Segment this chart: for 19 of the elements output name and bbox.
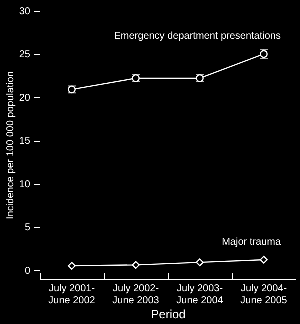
y-tick-label: 10 (19, 179, 31, 190)
x-tick-label: July 2003- June 2004 (176, 284, 224, 306)
series-label: Major trauma (222, 236, 282, 248)
x-tick-label: July 2002- June 2003 (112, 284, 160, 306)
x-tick-label: July 2001- June 2002 (48, 284, 96, 306)
x-tick-label: July 2004- June 2005 (240, 284, 288, 306)
point (260, 256, 268, 264)
point (68, 262, 76, 270)
y-tick-label: 30 (19, 6, 31, 18)
y-axis-title: Incidence per 100 000 population (5, 72, 16, 220)
point (196, 258, 204, 267)
point (132, 261, 140, 270)
x-axis-title: Period (151, 308, 186, 322)
y-tick-label: 20 (19, 92, 31, 104)
series-label: Emergency department presentations (114, 31, 281, 42)
y-tick-label: 25 (19, 50, 31, 61)
y-tick-label: 15 (19, 136, 31, 148)
y-tick-label: 0 (24, 266, 31, 277)
y-tick-label: 5 (24, 222, 31, 234)
